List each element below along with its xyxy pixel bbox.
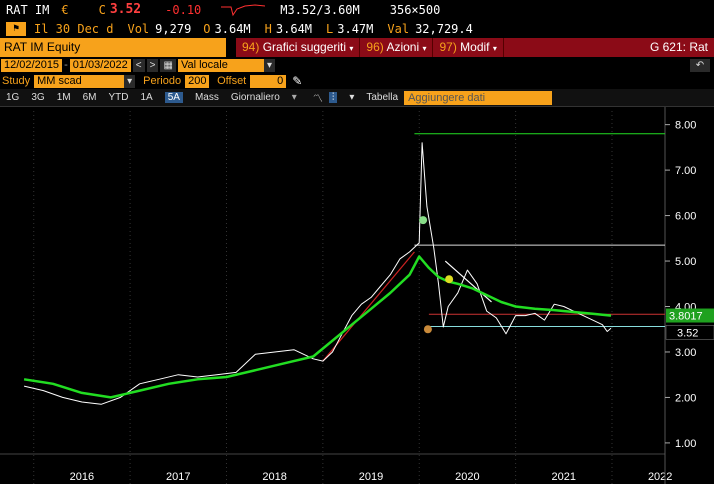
range-button[interactable]: 1A xyxy=(140,92,153,103)
calendar-icon[interactable]: ▦ xyxy=(160,58,176,72)
y-tick-label: 8.00 xyxy=(675,120,696,132)
x-tick-label: 2022 xyxy=(648,471,672,483)
menu-number: 94) xyxy=(242,40,260,54)
caret-down-icon: ▾ xyxy=(492,44,497,53)
intraday-sparkline xyxy=(221,3,266,16)
suggested-charts-menu[interactable]: 94) Grafici suggeriti ▾ xyxy=(236,38,361,57)
menu-label: Grafici suggeriti xyxy=(262,40,347,54)
x-tick-label: 2018 xyxy=(262,471,286,483)
next-period-icon[interactable]: > xyxy=(146,58,159,72)
chevron-down-icon[interactable]: ▾ xyxy=(124,74,136,88)
end-date-input[interactable]: 01/03/2022 xyxy=(69,58,131,72)
low-price: 3.47M xyxy=(337,21,374,36)
function-code: G 621: Rat xyxy=(503,38,714,57)
offset-label: Offset xyxy=(217,75,247,87)
quote-header: RAT IM € C 3.52 -0.10 M3.52/3.60M 356×50… xyxy=(0,0,714,19)
last-price-label: 3.52 xyxy=(677,327,698,339)
trend-line xyxy=(322,251,415,362)
ma-value-box xyxy=(666,308,714,323)
price-change: -0.10 xyxy=(165,2,202,17)
chevron-down-icon[interactable]: ▾ xyxy=(291,92,297,103)
interval-select[interactable]: Giornaliero xyxy=(230,92,280,103)
date-line: Il 30 Dec d xyxy=(34,21,114,36)
table-button[interactable]: Tabella xyxy=(366,92,399,103)
chevron-down-icon[interactable]: ▾ xyxy=(263,58,275,72)
bid-ask: M3.52/3.60M xyxy=(280,2,360,17)
period-input[interactable]: 200 xyxy=(185,74,210,88)
menu-number: 96) xyxy=(366,40,384,54)
caret-down-icon: ▾ xyxy=(422,44,427,53)
vol-label: Vol xyxy=(127,21,150,36)
last-price-box xyxy=(665,325,714,340)
quote-stats: ⚑ Il 30 Dec d Vol 9,279 O 3.64M H 3.64M … xyxy=(0,19,714,38)
open-price: 3.64M xyxy=(214,21,251,36)
y-tick-label: 6.00 xyxy=(675,211,696,223)
market-open-icon: ⚑ xyxy=(6,21,26,36)
event-marker xyxy=(419,216,428,225)
candlestick-icon[interactable]: ⫶ xyxy=(328,92,338,103)
back-icon[interactable]: ↶ xyxy=(690,58,710,72)
line-chart-icon[interactable]: 〽 xyxy=(312,94,323,105)
range-button[interactable]: 1M xyxy=(56,92,71,103)
range-button[interactable]: 6M xyxy=(82,92,97,103)
study-label: Study xyxy=(2,75,31,87)
trend-line xyxy=(444,260,492,303)
add-data-input[interactable]: Aggiungere dati xyxy=(404,90,553,105)
moving-average-line xyxy=(23,255,612,399)
y-tick-label: 1.00 xyxy=(675,438,696,450)
actions-menu[interactable]: 96) Azioni ▾ xyxy=(360,38,434,57)
prev-period-icon[interactable]: < xyxy=(132,58,145,72)
price-line xyxy=(23,142,612,405)
x-tick-label: 2016 xyxy=(70,471,94,483)
range-button[interactable]: 1G xyxy=(6,92,20,103)
menu-label: Azioni xyxy=(386,40,420,54)
price-chart: 2016 2017 2018 2019 2020 2021 2022 1.00 2.00 3.00… xyxy=(0,107,714,484)
bid-ask-size: 356×500 xyxy=(389,2,441,17)
title-bar: RAT IM Equity 94) Grafici suggeriti ▾ 96… xyxy=(0,38,714,57)
range-button[interactable]: YTD xyxy=(108,92,129,103)
menu-label: Modif xyxy=(460,40,490,54)
y-tick-label: 7.00 xyxy=(675,165,696,177)
edit-menu[interactable]: 97) Modif ▾ xyxy=(433,38,504,57)
date-separator: - xyxy=(64,59,68,71)
offset-input[interactable]: 0 xyxy=(250,74,287,88)
y-tick-label: 3.00 xyxy=(675,347,696,359)
range-button-selected[interactable]: 5A xyxy=(164,92,183,103)
chevron-down-icon[interactable]: ▾ xyxy=(349,92,355,103)
high-label: H xyxy=(264,21,272,36)
date-range-bar: 12/02/2015 - 01/03/2022 < > ▦ Val locale… xyxy=(0,57,714,73)
high-price: 3.64M xyxy=(275,21,313,36)
event-marker xyxy=(423,325,432,334)
open-label: O xyxy=(203,21,211,36)
x-tick-label: 2020 xyxy=(455,471,479,483)
caret-down-icon: ▾ xyxy=(349,44,354,53)
ticker: RAT IM xyxy=(6,2,50,17)
study-select[interactable]: MM scad xyxy=(34,74,125,88)
chart-background xyxy=(0,107,714,484)
value-label: Val xyxy=(387,21,410,36)
last-label: C xyxy=(98,2,106,17)
range-button[interactable]: 3G xyxy=(31,92,45,103)
pencil-icon[interactable]: ✎ xyxy=(292,74,303,88)
y-tick-label: 5.00 xyxy=(675,256,696,268)
start-date-input[interactable]: 12/02/2015 xyxy=(1,58,63,72)
event-marker xyxy=(445,275,454,284)
currency-mode-select[interactable]: Val locale xyxy=(177,58,264,72)
low-label: L xyxy=(326,21,334,36)
x-tick-label: 2019 xyxy=(359,471,383,483)
x-tick-label: 2017 xyxy=(166,471,190,483)
volume: 9,279 xyxy=(155,21,192,36)
y-tick-label: 2.00 xyxy=(675,392,696,404)
chart-toolbar: 1G 3G 1M 6M YTD 1A 5A Mass Giornaliero ▾… xyxy=(0,89,714,107)
study-bar: Study MM scad ▾ Periodo 200 Offset 0 ✎ xyxy=(0,73,714,89)
menu-number: 97) xyxy=(439,40,457,54)
currency: € xyxy=(61,2,69,17)
last-price: 3.52 xyxy=(109,2,142,17)
x-tick-label: 2021 xyxy=(552,471,576,483)
traded-value: 32,729.4 xyxy=(415,21,473,36)
period-label: Periodo xyxy=(143,75,182,87)
ma-value-label: 3.8017 xyxy=(669,311,703,323)
range-button[interactable]: Mass xyxy=(194,92,219,103)
security-field[interactable]: RAT IM Equity xyxy=(0,38,226,57)
